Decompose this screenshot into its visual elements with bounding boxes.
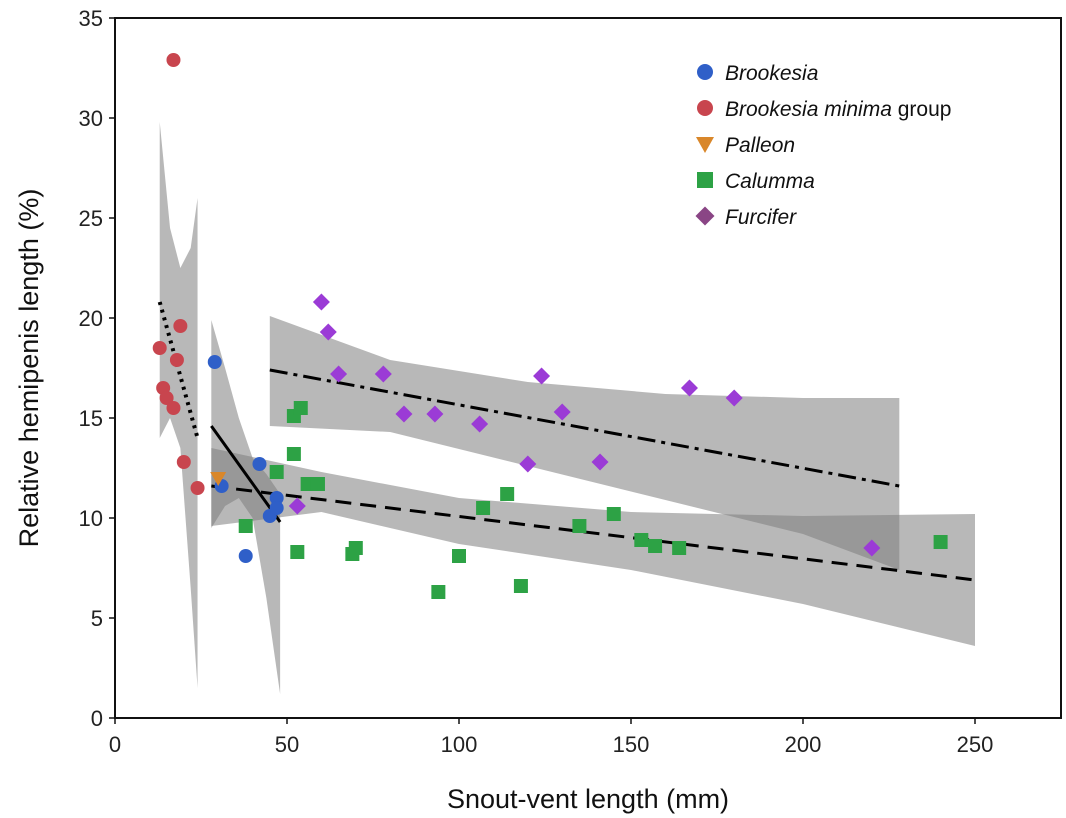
data-point bbox=[166, 53, 181, 67]
y-tick-label: 35 bbox=[79, 6, 103, 31]
data-point bbox=[269, 465, 284, 479]
data-point bbox=[269, 501, 284, 515]
data-point bbox=[330, 365, 348, 383]
data-point bbox=[310, 477, 325, 491]
data-point bbox=[166, 401, 181, 415]
y-tick-label: 30 bbox=[79, 106, 103, 131]
data-point bbox=[471, 415, 489, 433]
regression-lines bbox=[157, 301, 976, 582]
series-4 bbox=[238, 401, 948, 599]
data-point bbox=[513, 579, 528, 593]
data-point bbox=[252, 457, 267, 471]
data-point bbox=[152, 341, 167, 355]
y-tick-label: 25 bbox=[79, 206, 103, 231]
x-tick-label: 150 bbox=[613, 732, 650, 757]
legend-label: Furcifer bbox=[725, 206, 797, 229]
data-point bbox=[863, 539, 881, 557]
data-point bbox=[476, 501, 491, 515]
data-point bbox=[288, 497, 306, 515]
x-tick-label: 0 bbox=[109, 732, 121, 757]
data-point bbox=[312, 293, 330, 311]
y-tick-label: 0 bbox=[91, 706, 103, 731]
x-tick-label: 200 bbox=[785, 732, 822, 757]
legend-item-4: Calumma bbox=[697, 170, 815, 193]
legend-label: Palleon bbox=[725, 134, 795, 157]
data-points bbox=[152, 53, 948, 599]
x-axis-ticks: 0 50 100 150 200 250 bbox=[109, 718, 993, 757]
data-point bbox=[176, 455, 191, 469]
legend-item-5: Furcifer bbox=[695, 206, 797, 229]
data-point bbox=[210, 472, 227, 486]
y-tick-label: 5 bbox=[91, 606, 103, 631]
legend-label: Brookesia minima group bbox=[725, 98, 951, 121]
data-point bbox=[426, 405, 444, 423]
data-point bbox=[452, 549, 466, 563]
data-point bbox=[169, 353, 184, 367]
series-5 bbox=[288, 293, 881, 557]
legend-marker bbox=[697, 64, 713, 80]
data-point bbox=[933, 535, 948, 549]
confidence-band-3 bbox=[211, 448, 975, 646]
x-tick-label: 250 bbox=[957, 732, 994, 757]
legend-item-2: Brookesia minima group bbox=[697, 98, 951, 121]
data-point bbox=[238, 549, 253, 563]
legend-item-3: Palleon bbox=[696, 134, 795, 157]
series-2 bbox=[152, 53, 205, 495]
data-point bbox=[290, 545, 305, 559]
legend: Brookesia Brookesia minima group Palleon Ca… bbox=[695, 62, 951, 229]
y-axis-title: Relative hemipenis length (%) bbox=[14, 189, 44, 548]
legend-marker bbox=[696, 137, 714, 153]
series-3 bbox=[210, 472, 227, 486]
data-point bbox=[519, 455, 537, 473]
data-point bbox=[159, 391, 174, 405]
legend-marker bbox=[695, 206, 715, 226]
data-point bbox=[591, 453, 609, 471]
data-point bbox=[348, 541, 363, 555]
confidence-band-4 bbox=[269, 316, 900, 570]
data-point bbox=[680, 379, 698, 397]
confidence-bands bbox=[159, 122, 975, 694]
data-point bbox=[606, 507, 621, 521]
data-point bbox=[431, 585, 446, 599]
fit-line-dashed bbox=[211, 484, 976, 582]
plot-frame bbox=[114, 17, 1062, 719]
x-axis-title: Snout-vent length (mm) bbox=[447, 784, 729, 814]
y-tick-label: 20 bbox=[79, 306, 103, 331]
data-point bbox=[293, 401, 308, 415]
legend-item-1: Brookesia bbox=[697, 62, 818, 85]
fit-line-solid bbox=[210, 425, 282, 523]
data-point bbox=[190, 481, 205, 495]
data-point bbox=[533, 367, 551, 385]
data-point bbox=[572, 519, 587, 533]
data-point bbox=[500, 487, 515, 501]
x-tick-label: 50 bbox=[275, 732, 299, 757]
data-point bbox=[269, 491, 284, 505]
data-point bbox=[374, 365, 392, 383]
data-point bbox=[238, 519, 253, 533]
data-point bbox=[207, 355, 222, 369]
y-tick-label: 10 bbox=[79, 506, 103, 531]
data-point bbox=[634, 533, 649, 547]
data-point bbox=[672, 541, 687, 555]
data-point bbox=[286, 447, 301, 461]
legend-marker bbox=[697, 100, 713, 116]
data-point bbox=[553, 403, 571, 421]
y-axis-ticks: 0 5 10 15 20 25 30 35 bbox=[79, 6, 115, 731]
series-1 bbox=[207, 355, 284, 563]
legend-marker bbox=[697, 172, 713, 188]
data-point bbox=[319, 323, 337, 341]
x-tick-label: 100 bbox=[441, 732, 478, 757]
legend-label: Calumma bbox=[725, 170, 815, 193]
data-point bbox=[395, 405, 413, 423]
data-point bbox=[648, 539, 663, 553]
y-tick-label: 15 bbox=[79, 406, 103, 431]
legend-label: Brookesia bbox=[725, 62, 818, 85]
fit-line-dash-dot bbox=[269, 368, 900, 488]
data-point bbox=[725, 389, 743, 407]
data-point bbox=[173, 319, 188, 333]
